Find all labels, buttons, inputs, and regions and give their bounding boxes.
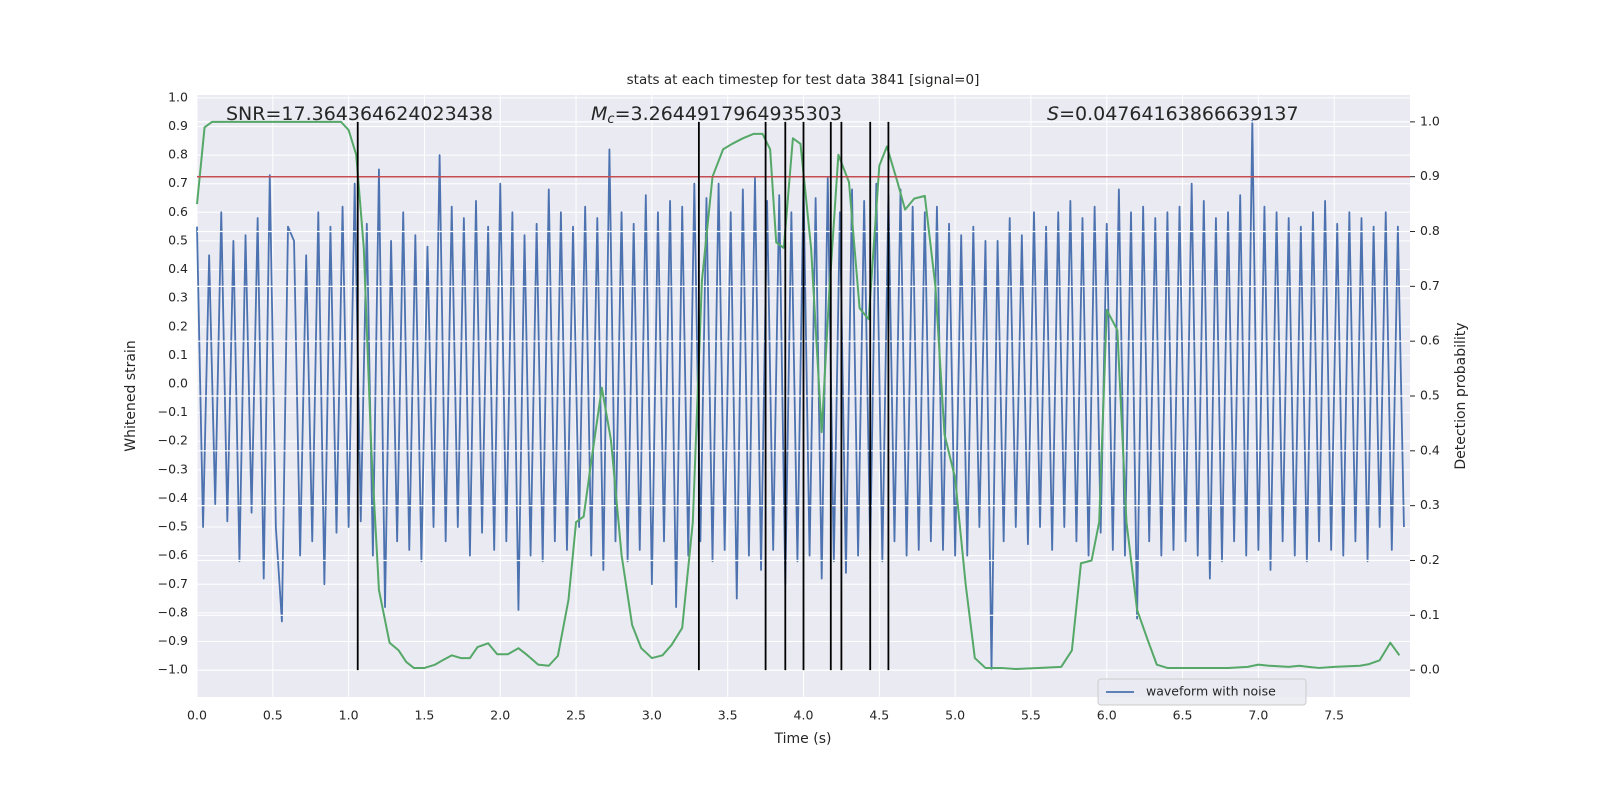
annotation-subscript: c bbox=[607, 112, 614, 127]
y2-tick-label: 0.9 bbox=[1420, 168, 1440, 183]
annotation-text: SNR=17.364364624023438 bbox=[226, 103, 493, 125]
x-tick-label: 5.0 bbox=[945, 708, 965, 723]
x-tick-label: 3.0 bbox=[642, 708, 662, 723]
y-tick-label: 0.1 bbox=[168, 347, 188, 362]
y-tick-label: 1.0 bbox=[168, 89, 188, 104]
y-axis-label: Whitened strain bbox=[123, 340, 139, 451]
y-tick-label: −0.6 bbox=[158, 547, 188, 562]
annotation: S=0.04764163866639137 bbox=[1047, 103, 1299, 125]
y-tick-label: −0.3 bbox=[158, 461, 188, 476]
legend-box bbox=[1097, 678, 1307, 706]
x-tick-label: 4.0 bbox=[794, 708, 814, 723]
waveform-line bbox=[196, 119, 1405, 671]
annotation-text: =0.04764163866639137 bbox=[1059, 103, 1299, 125]
annotation-symbol: M bbox=[591, 103, 607, 125]
y2-tick-label: 0.3 bbox=[1420, 497, 1440, 512]
y2-axis-label: Detection probability bbox=[1453, 322, 1469, 469]
y-tick-label: −0.9 bbox=[158, 633, 188, 648]
x-tick-label: 1.5 bbox=[414, 708, 434, 723]
y2-tick-label: 0.7 bbox=[1420, 278, 1440, 293]
x-tick-label: 5.5 bbox=[1021, 708, 1041, 723]
y-tick-label: −0.5 bbox=[158, 519, 188, 534]
x-tick-label: 0.5 bbox=[263, 708, 283, 723]
y-tick-label: −0.7 bbox=[158, 576, 188, 591]
x-tick-label: 7.0 bbox=[1248, 708, 1268, 723]
annotation-text: =3.2644917964935303 bbox=[615, 103, 842, 125]
plot-layer-over bbox=[196, 120, 1410, 671]
x-tick-label: 1.0 bbox=[339, 708, 359, 723]
y2-tick-label: 0.5 bbox=[1420, 388, 1440, 403]
x-tick-label: 7.5 bbox=[1324, 708, 1344, 723]
annotation-symbol: S bbox=[1047, 103, 1059, 125]
y2-tick-label: 0.0 bbox=[1420, 662, 1440, 677]
chart-title: stats at each timestep for test data 384… bbox=[627, 72, 980, 88]
y2-tick-label: 0.4 bbox=[1420, 442, 1440, 457]
x-tick-label: 3.5 bbox=[718, 708, 738, 723]
y-tick-label: −0.2 bbox=[158, 433, 188, 448]
legend: waveform with noise bbox=[1097, 678, 1307, 706]
y-tick-label: −1.0 bbox=[158, 662, 188, 677]
y-tick-label: −0.4 bbox=[158, 490, 188, 505]
y-tick-label: −0.1 bbox=[158, 404, 188, 419]
y-tick-label: 0.2 bbox=[168, 318, 188, 333]
legend-label: waveform with noise bbox=[1146, 684, 1276, 699]
annotation: SNR=17.364364624023438 bbox=[226, 103, 493, 125]
y-tick-label: 0.9 bbox=[168, 118, 188, 133]
y-tick-label: 0.7 bbox=[168, 175, 188, 190]
y2-tick-label: 0.8 bbox=[1420, 223, 1440, 238]
y2-tick-label: 0.6 bbox=[1420, 333, 1440, 348]
y-tick-label: 0.8 bbox=[168, 147, 188, 162]
x-tick-label: 6.5 bbox=[1173, 708, 1193, 723]
x-tick-label: 0.0 bbox=[187, 708, 207, 723]
y-tick-label: 0.0 bbox=[168, 375, 188, 390]
y-tick-label: 0.4 bbox=[168, 261, 188, 276]
labels-layer: 0.0 0.5 1.0 1.5 2.0 2.5 3.0 3.5 4.0 4.5 5.0 5.5 6.0 6… bbox=[158, 89, 1440, 722]
y-tick-label: 0.6 bbox=[168, 204, 188, 219]
y2-tick-label: 0.1 bbox=[1420, 607, 1440, 622]
y2-tick-label: 0.2 bbox=[1420, 552, 1440, 567]
y-tick-label: 0.5 bbox=[168, 232, 188, 247]
x-tick-label: 2.5 bbox=[566, 708, 586, 723]
probability-line bbox=[196, 120, 1401, 671]
y-tick-label: −0.8 bbox=[158, 604, 188, 619]
x-tick-label: 6.0 bbox=[1097, 708, 1117, 723]
x-tick-label: 4.5 bbox=[869, 708, 889, 723]
x-axis-label: Time (s) bbox=[774, 731, 832, 747]
x-tick-label: 2.0 bbox=[490, 708, 510, 723]
annotation: Mc=3.2644917964935303 bbox=[591, 103, 842, 127]
y2-tick-label: 1.0 bbox=[1420, 113, 1440, 128]
y-tick-label: 0.3 bbox=[168, 290, 188, 305]
